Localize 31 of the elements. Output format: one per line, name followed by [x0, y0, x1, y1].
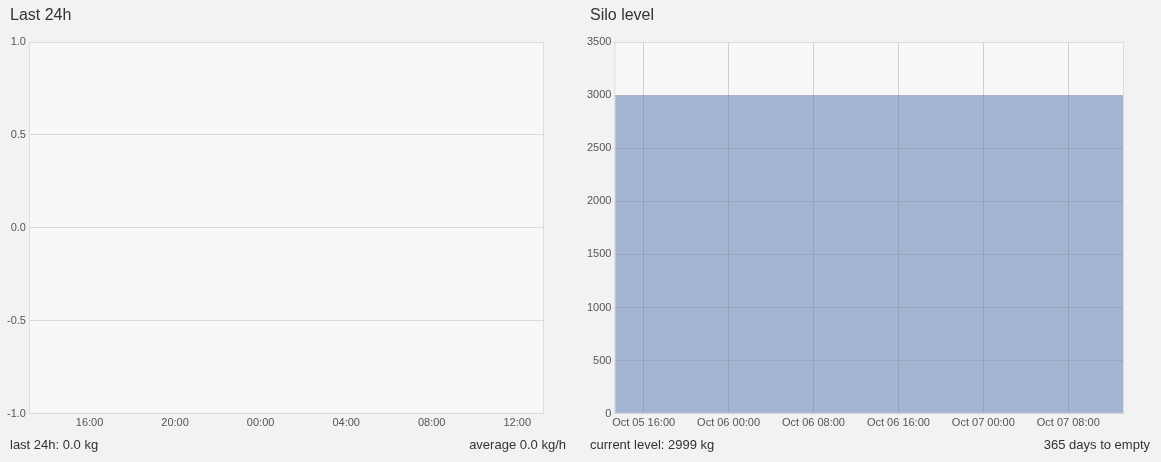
text: average 0.0 kg/h: [469, 437, 566, 452]
y-tick-label: 3000: [586, 88, 612, 101]
y-tick-label: -0.5: [6, 313, 26, 326]
y-tick-label: 2500: [586, 141, 612, 154]
text: last 24h: 0.0 kg: [10, 437, 99, 452]
x-tick-label: Oct 05 16:00: [612, 416, 676, 429]
y-tick-label: 500: [593, 353, 612, 366]
text: 365 days to empty: [1043, 437, 1150, 452]
y-tick-label: 1000: [586, 300, 612, 313]
x-tick-label: Oct 06 00:00: [697, 416, 761, 429]
chart-title: Last 24h: [10, 6, 72, 24]
x-tick-label: Oct 07 00:00: [951, 416, 1015, 429]
y-tick-label: 1.0: [10, 35, 26, 48]
x-tick-label: Oct 06 08:00: [782, 416, 846, 429]
y-tick-label: 0.0: [10, 220, 26, 233]
y-tick-label: -1.0: [6, 406, 26, 419]
y-tick-label: 2000: [586, 194, 612, 207]
x-tick-label: 12:00: [503, 416, 532, 429]
y-tick-label: 3500: [586, 35, 612, 48]
text: current level: 2999 kg: [590, 437, 715, 452]
x-tick-label: 04:00: [332, 416, 360, 429]
x-tick-label: 00:00: [246, 416, 275, 429]
x-tick-label: 08:00: [417, 416, 446, 429]
y-tick-label: 0: [605, 406, 612, 419]
x-tick-label: Oct 06 16:00: [866, 416, 930, 429]
x-tick-label: 20:00: [161, 416, 189, 429]
chart-title: Silo level: [590, 6, 655, 24]
y-tick-label: 1500: [586, 247, 612, 260]
x-tick-label: 16:00: [75, 416, 104, 429]
x-tick-label: Oct 07 08:00: [1036, 416, 1100, 429]
y-tick-label: 0.5: [10, 127, 26, 140]
